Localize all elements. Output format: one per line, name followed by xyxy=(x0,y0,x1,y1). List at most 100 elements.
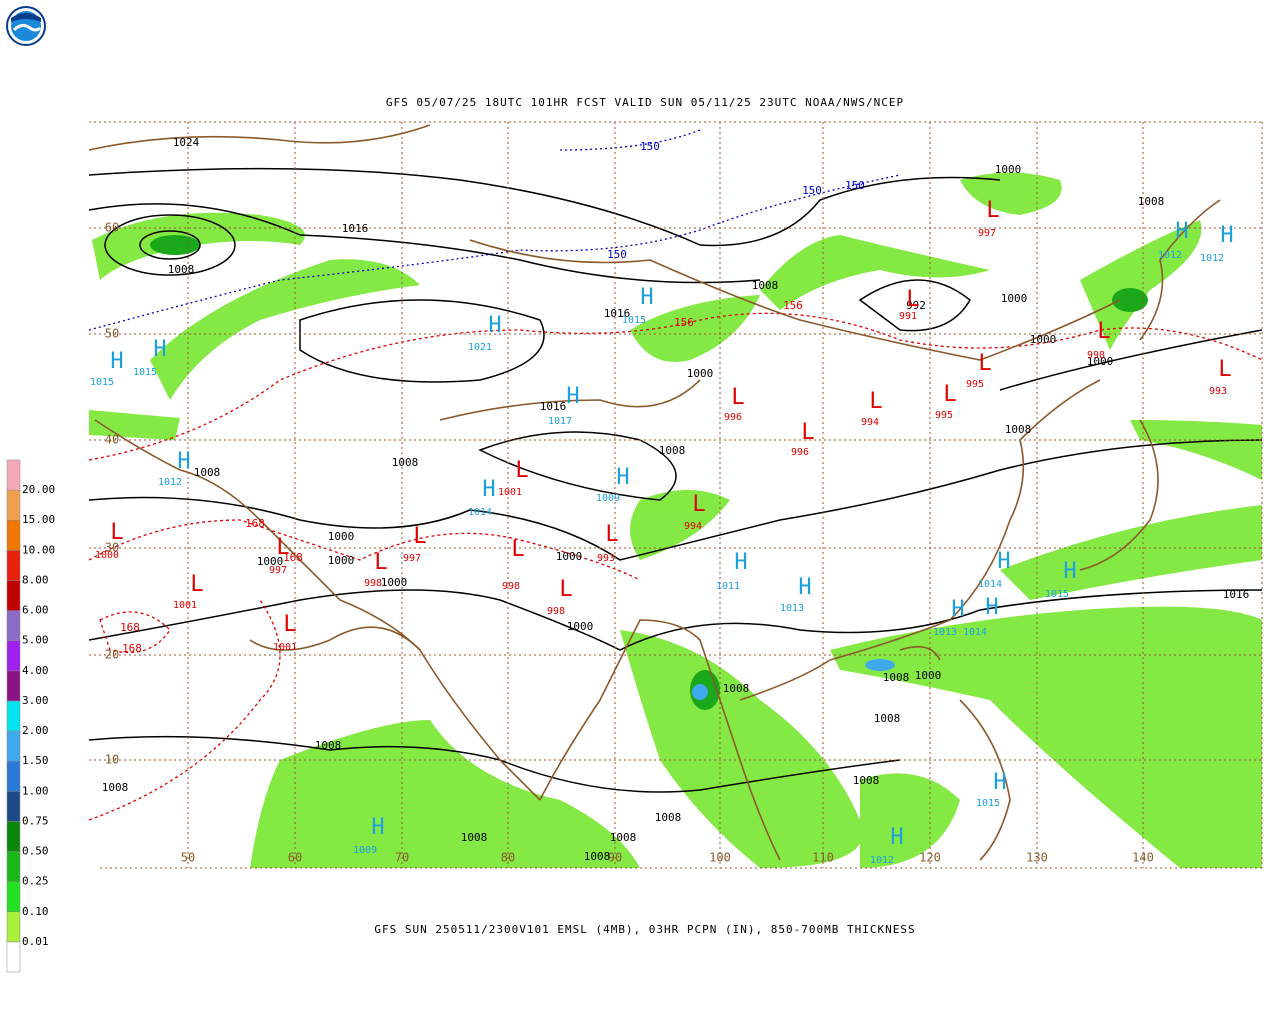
legend-swatch xyxy=(6,670,21,702)
legend-label: 0.10 xyxy=(22,905,49,918)
legend-swatch xyxy=(6,519,21,551)
isobar-label: 1008 xyxy=(659,444,686,457)
noaa-logo xyxy=(6,6,46,46)
pressure-center-value: 995 xyxy=(935,410,953,421)
title: GFS 05/07/25 18UTC 101HR FCST VALID SUN … xyxy=(386,96,904,109)
pressure-center-symbol: L xyxy=(276,535,289,560)
lon-label: 60 xyxy=(288,851,302,865)
pressure-center-value: 995 xyxy=(966,379,984,390)
pressure-center-value: 1015 xyxy=(133,367,157,378)
thickness-label: 168 xyxy=(245,517,265,530)
lon-label: 110 xyxy=(812,851,834,865)
thickness-label: 156 xyxy=(674,316,694,329)
isobar-label: 1008 xyxy=(168,263,195,276)
pressure-center-symbol: L xyxy=(801,420,814,445)
pressure-center-value: 998 xyxy=(547,606,565,617)
pressure-center-value: 1015 xyxy=(1045,589,1069,600)
pressure-center-symbol: H xyxy=(371,815,384,840)
pressure-center-value: 994 xyxy=(861,417,879,428)
pressure-center-symbol: L xyxy=(731,385,744,410)
legend-label: 1.50 xyxy=(22,754,49,767)
pressure-center-value: 1015 xyxy=(976,798,1000,809)
legend-swatch xyxy=(6,941,21,973)
thickness-label: 168 xyxy=(120,621,140,634)
pressure-center-value: 1000 xyxy=(95,550,119,561)
pressure-center-value: 1014 xyxy=(978,579,1002,590)
pressure-center-symbol: L xyxy=(605,522,618,547)
legend-label: 20.00 xyxy=(22,483,55,496)
pressure-center-value: 997 xyxy=(978,228,996,239)
isobar-label: 1016 xyxy=(342,222,369,235)
pressure-center-symbol: H xyxy=(798,575,811,600)
legend-swatch xyxy=(6,610,21,641)
thickness-label: 150 xyxy=(845,179,865,192)
pressure-center-symbol: H xyxy=(110,349,123,374)
thickness-label: 150 xyxy=(607,248,627,261)
legend-label: 10.00 xyxy=(22,543,55,556)
thickness-label: 150 xyxy=(640,140,660,153)
lat-label: 30 xyxy=(105,541,119,555)
legend-label: 0.25 xyxy=(22,875,49,888)
legend-swatch xyxy=(6,640,21,672)
pressure-center-value: 1013 xyxy=(780,603,804,614)
legend-swatch xyxy=(6,580,21,611)
legend-swatch xyxy=(6,881,21,913)
pressure-center-symbol: H xyxy=(993,770,1006,795)
pressure-center-symbol: L xyxy=(692,492,705,517)
isobar-label: 1008 xyxy=(610,831,637,844)
legend-label: 0.50 xyxy=(22,845,49,858)
isobar-label: 1008 xyxy=(752,279,779,292)
pressure-center-value: 1001 xyxy=(173,600,197,611)
pressure-center-value: 1011 xyxy=(716,581,740,592)
pressure-center-value: 1001 xyxy=(273,642,297,653)
legend-swatch xyxy=(6,760,21,792)
pressure-center-symbol: H xyxy=(890,825,903,850)
legend-label: 2.00 xyxy=(22,724,49,737)
pressure-center-value: 1001 xyxy=(498,487,522,498)
legend-label: 3.00 xyxy=(22,694,49,707)
legend-swatch xyxy=(6,911,21,943)
thickness-label: 168 xyxy=(122,642,142,655)
isobar-label: 1008 xyxy=(102,781,129,794)
pressure-center-value: 1017 xyxy=(548,416,572,427)
pressure-center-value: 1021 xyxy=(468,342,492,353)
thickness-lines-warm xyxy=(88,312,1263,821)
pressure-center-symbol: L xyxy=(559,577,572,602)
lon-label: 90 xyxy=(608,851,622,865)
legend-swatch xyxy=(6,730,21,762)
isobar-label: 1000 xyxy=(1001,292,1028,305)
legend-swatch xyxy=(6,489,21,521)
isobar-label: 1016 xyxy=(1223,588,1250,601)
isobar-label: 992 xyxy=(906,299,926,312)
isobar-label: 1000 xyxy=(687,367,714,380)
legend-label: 15.00 xyxy=(22,513,55,526)
legend-swatch xyxy=(6,550,21,581)
pressure-center-value: 1014 xyxy=(963,627,987,638)
pressure-center-symbol: L xyxy=(374,550,387,575)
thickness-label: 156 xyxy=(783,299,803,312)
isobar-label: 1008 xyxy=(655,811,682,824)
lat-label: 60 xyxy=(105,221,119,235)
isobar-label: 1000 xyxy=(257,555,284,568)
pressure-center-value: 1014 xyxy=(468,507,492,518)
lat-label: 40 xyxy=(105,433,119,447)
pressure-center-symbol: H xyxy=(566,384,579,409)
pressure-center-symbol: H xyxy=(616,465,629,490)
pressure-center-symbol: L xyxy=(515,458,528,483)
pressure-center-symbol: H xyxy=(1063,559,1076,584)
lon-label: 130 xyxy=(1026,851,1048,865)
lon-label: 50 xyxy=(181,851,195,865)
lon-label: 100 xyxy=(709,851,731,865)
lon-label: 140 xyxy=(1132,851,1154,865)
pressure-center-symbol: L xyxy=(978,351,991,376)
pressure-center-symbol: H xyxy=(640,285,653,310)
pressure-center-symbol: H xyxy=(951,597,964,622)
lat-label: 50 xyxy=(105,327,119,341)
caption: GFS SUN 250511/2300V101 EMSL (4MB), 03HR… xyxy=(374,923,915,936)
legend-swatch xyxy=(6,821,21,852)
pressure-center-value: 996 xyxy=(791,447,809,458)
pressure-center-value: 1012 xyxy=(1200,253,1224,264)
pressure-center-symbol: L xyxy=(943,382,956,407)
pressure-center-symbol: L xyxy=(1218,357,1231,382)
pressure-center-value: 1012 xyxy=(870,855,894,866)
